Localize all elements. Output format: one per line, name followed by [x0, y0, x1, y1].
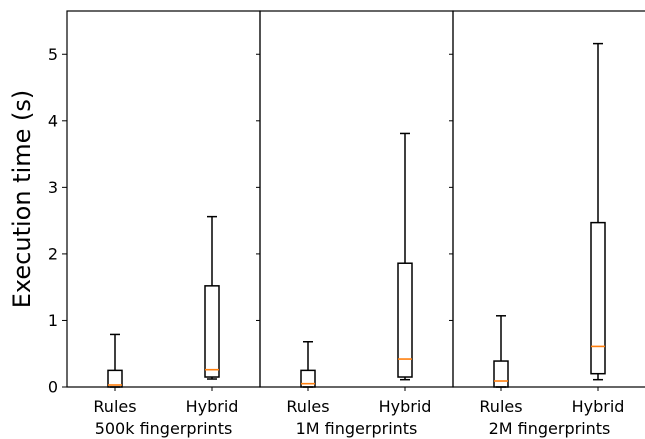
panel-1: 0 1 2 3 4 5 Rules Hybrid 500k fingerprints — [48, 10, 261, 438]
y-tick-label: 1 — [48, 311, 58, 330]
panel-3: Rules Hybrid 2M fingerprints — [449, 10, 645, 438]
x-tick-label: Hybrid — [572, 397, 625, 416]
box-iqr — [590, 221, 606, 375]
x-tick-label: Rules — [93, 397, 136, 416]
panel-frame — [259, 10, 454, 388]
panel-frame — [452, 10, 645, 388]
y-tick-label: 3 — [48, 178, 58, 197]
box-rules: Rules — [479, 315, 523, 416]
box-hybrid: Hybrid — [379, 132, 432, 416]
x-tick-label: Rules — [479, 397, 522, 416]
panel-label: 500k fingerprints — [95, 419, 233, 438]
x-tick-label: Rules — [286, 397, 329, 416]
y-tick-label: 2 — [48, 244, 58, 263]
y-axis-label: Execution time (s) — [8, 90, 36, 308]
panels-layer: 0 1 2 3 4 5 Rules Hybrid 500k fingerprints Rules H… — [48, 10, 645, 438]
y-tick-label: 5 — [48, 45, 58, 64]
x-tick-label: Hybrid — [379, 397, 432, 416]
y-tick-label: 0 — [48, 378, 58, 397]
panel-label: 2M fingerprints — [489, 419, 611, 438]
panel-label: 1M fingerprints — [296, 419, 418, 438]
box-iqr — [204, 285, 220, 378]
box-hybrid: Hybrid — [186, 215, 239, 416]
panel-2: Rules Hybrid 1M fingerprints — [256, 10, 454, 438]
x-tick-label: Hybrid — [186, 397, 239, 416]
panel-frame — [66, 10, 261, 388]
box-iqr — [300, 369, 316, 388]
y-tick-label: 4 — [48, 111, 58, 130]
box-rules: Rules — [286, 340, 330, 416]
box-rules: Rules — [93, 333, 137, 416]
box-iqr — [493, 360, 509, 388]
box-iqr — [397, 262, 413, 378]
box-hybrid: Hybrid — [572, 42, 625, 416]
